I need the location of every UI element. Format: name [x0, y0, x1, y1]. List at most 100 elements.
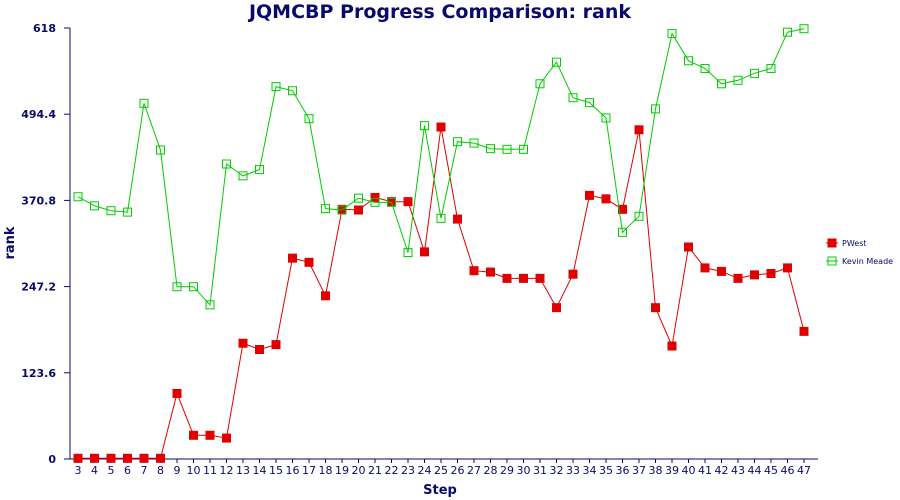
x-tick-label: 36: [616, 464, 630, 477]
y-axis-label: rank: [3, 226, 18, 259]
data-point: [568, 93, 578, 103]
x-tick-label: 23: [401, 464, 415, 477]
data-point: [403, 197, 413, 207]
data-point: [139, 98, 149, 108]
data-point: [486, 144, 495, 154]
data-point: [469, 266, 479, 276]
data-point: [271, 340, 281, 350]
data-point: [585, 190, 594, 200]
data-point: [73, 453, 83, 463]
y-tick-label: 0: [48, 453, 56, 466]
x-tick-label: 27: [467, 464, 481, 477]
x-tick-label: 47: [797, 464, 811, 477]
x-tick-label: 46: [781, 464, 795, 477]
series-line: [77, 28, 805, 307]
x-tick-label: 8: [157, 464, 164, 477]
y-tick-label: 494.4: [21, 108, 56, 121]
data-point: [370, 197, 380, 207]
data-point: [238, 171, 248, 181]
data-point: [799, 24, 809, 34]
legend-item: PWest: [826, 238, 867, 248]
data-point: [420, 247, 429, 257]
data-point: [288, 253, 297, 263]
data-point: [700, 63, 710, 73]
data-point: [436, 122, 446, 132]
x-tick-label: 9: [174, 464, 181, 477]
data-point: [651, 104, 660, 114]
y-ticks: 0 123.6 247.2 370.8 494.4 618: [21, 22, 70, 466]
plot-series: [73, 24, 809, 463]
data-point: [733, 273, 743, 283]
y-tick-label: 247.2: [21, 281, 56, 294]
data-point: [618, 204, 627, 214]
series-line: [78, 126, 805, 459]
data-point: [189, 430, 198, 440]
data-point: [222, 159, 231, 169]
data-point: [189, 282, 198, 292]
x-tick-label: 12: [220, 464, 234, 477]
x-tick-label: 34: [583, 464, 597, 477]
data-point: [90, 201, 99, 211]
data-point: [651, 303, 660, 313]
chart-title: JQMCBP Progress Comparison: rank: [247, 1, 631, 23]
data-point: [766, 63, 776, 73]
data-point: [552, 303, 561, 313]
data-point: [684, 242, 693, 252]
data-point: [156, 145, 165, 155]
x-tick-label: 39: [665, 464, 679, 477]
data-point: [106, 206, 116, 216]
x-tick-label: 45: [764, 464, 778, 477]
x-tick-label: 16: [286, 464, 300, 477]
x-tick-label: 18: [319, 464, 333, 477]
y-tick-label: 123.6: [21, 367, 56, 380]
x-tick-label: 11: [203, 464, 217, 477]
data-point: [321, 204, 330, 214]
data-point: [568, 269, 578, 279]
x-tick-label: 10: [187, 464, 201, 477]
x-tick-label: 6: [124, 464, 131, 477]
legend-item: Kevin Meade: [826, 256, 893, 266]
axes: [69, 28, 818, 460]
data-point: [321, 291, 330, 301]
x-tick-label: 44: [748, 464, 762, 477]
data-point: [750, 270, 759, 280]
x-ticks: 3 4 5 6 7 8 9 10 11 12 13 14 15 16 17 18 19 20 21 22 23 24 25 2…: [75, 459, 811, 477]
data-point: [502, 144, 512, 154]
x-tick-label: 15: [269, 464, 283, 477]
data-point: [783, 27, 792, 37]
x-tick-label: 22: [385, 464, 399, 477]
data-point: [585, 98, 594, 108]
data-point: [420, 121, 429, 131]
series-kevin-meade: [73, 24, 809, 310]
data-point: [255, 165, 264, 175]
data-point: [750, 68, 759, 78]
x-tick-label: 20: [352, 464, 366, 477]
data-point: [387, 197, 396, 207]
data-point: [766, 268, 776, 278]
data-point: [502, 273, 512, 283]
data-point: [453, 214, 462, 224]
data-point: [634, 211, 644, 221]
data-point: [519, 273, 528, 283]
data-point: [73, 192, 83, 202]
x-tick-label: 24: [418, 464, 432, 477]
x-tick-label: 5: [108, 464, 115, 477]
data-point: [667, 29, 677, 39]
data-point: [123, 453, 132, 463]
data-point: [106, 453, 116, 463]
legend-marker: [827, 256, 837, 266]
data-point: [601, 113, 611, 123]
x-tick-label: 19: [335, 464, 349, 477]
x-tick-label: 43: [731, 464, 745, 477]
data-point: [717, 79, 726, 89]
x-tick-label: 7: [141, 464, 148, 477]
data-point: [453, 137, 462, 147]
data-point: [634, 125, 644, 135]
data-point: [403, 248, 413, 258]
x-tick-label: 25: [434, 464, 448, 477]
y-tick-label: 370.8: [21, 194, 56, 207]
data-point: [172, 282, 182, 292]
data-point: [304, 257, 314, 267]
data-point: [288, 86, 297, 96]
